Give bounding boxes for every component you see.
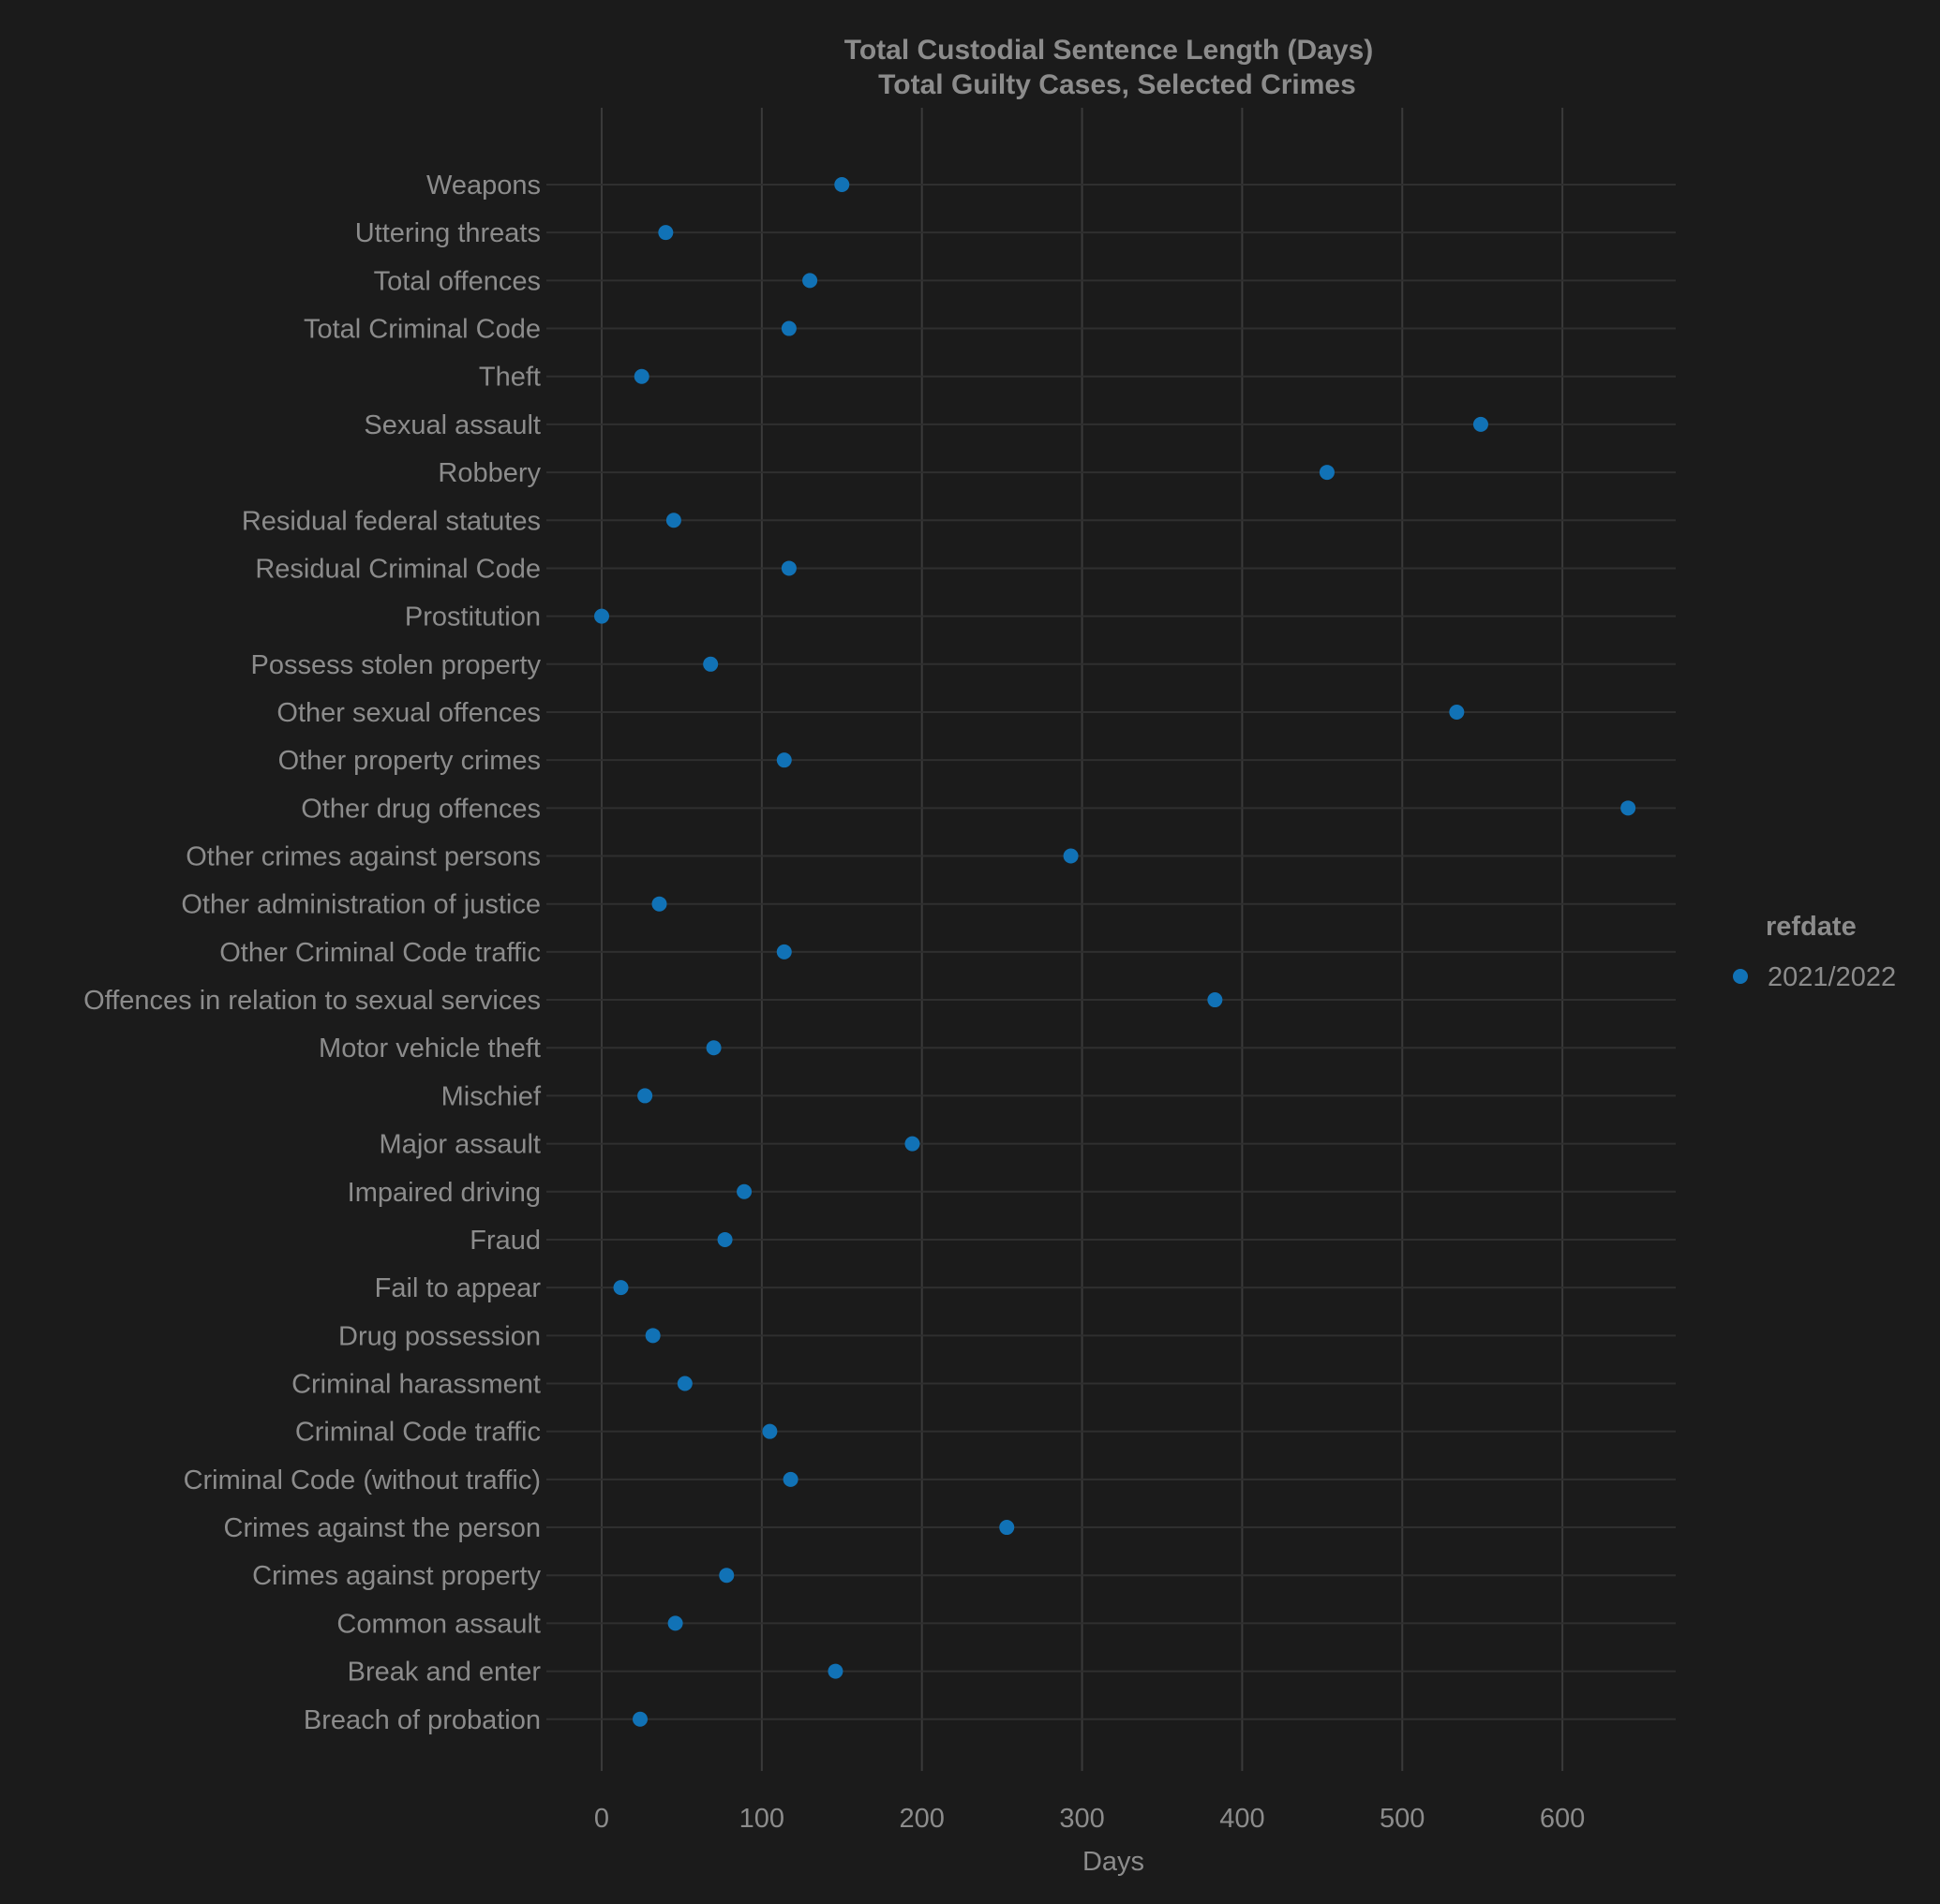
y-tick-label: Break and enter [348,1658,542,1688]
y-tick-label: Possess stolen property [251,650,542,680]
data-point [651,896,667,912]
x-tick-label: 600 [1540,1804,1585,1834]
data-point [762,1423,778,1439]
data-point [594,608,609,624]
data-point [834,177,850,192]
chart-subtitle: Total Guilty Cases, Selected Crimes [878,69,1356,100]
data-point [781,560,797,576]
y-tick-label: Motor vehicle theft [319,1034,541,1064]
x-tick-label: 0 [594,1804,609,1834]
y-tick-label: Fail to appear [375,1273,542,1303]
data-point [1449,704,1465,720]
y-axis-tick-labels: Weapons Uttering threats Total offences Tot… [83,171,542,1735]
data-point [904,1136,920,1152]
data-point [783,1471,798,1487]
data-point [828,1663,843,1679]
y-tick-label: Criminal Code (without traffic) [184,1465,541,1495]
y-tick-label: Total Criminal Code [304,315,541,345]
data-point [776,944,792,959]
data-points [594,177,1636,1727]
y-tick-label: Residual Criminal Code [255,554,541,584]
y-tick-label: Other Criminal Code traffic [219,938,541,968]
y-tick-label: Theft [479,363,541,393]
data-point [665,513,681,528]
data-point [719,1568,735,1584]
y-tick-label: Sexual assault [364,410,541,440]
data-point [1207,992,1223,1008]
y-tick-label: Breach of probation [304,1705,541,1735]
x-tick-label: 400 [1219,1804,1264,1834]
data-point [1319,465,1335,481]
data-point [633,1711,649,1727]
y-tick-label: Other property crimes [278,746,541,776]
y-tick-label: Mischief [441,1081,542,1111]
y-tick-label: Weapons [426,171,541,201]
data-point [637,1088,653,1104]
y-tick-label: Other administration of justice [181,890,541,920]
y-tick-label: Total offences [374,266,541,296]
data-point [1620,800,1636,816]
y-tick-label: Other crimes against persons [186,842,541,872]
y-tick-label: Criminal harassment [291,1370,541,1400]
y-tick-label: Crimes against property [252,1561,541,1591]
y-tick-label: Prostitution [405,602,541,632]
y-tick-label: Uttering threats [355,218,541,248]
x-tick-label: 200 [900,1804,945,1834]
data-point [613,1280,629,1296]
y-tick-label: Criminal Code traffic [295,1418,541,1448]
data-point [717,1231,733,1247]
x-axis-tick-labels: 0 100 200 300 400 500 600 [594,1804,1585,1834]
y-tick-label: Drug possession [338,1321,541,1351]
x-tick-label: 300 [1059,1804,1104,1834]
data-point [703,656,719,672]
y-tick-label: Major assault [380,1130,541,1160]
chart-title: Total Custodial Sentence Length (Days) [844,35,1374,66]
y-tick-label: Robbery [438,458,541,488]
y-tick-label: Common assault [336,1609,541,1639]
legend: refdate 2021/2022 [1733,912,1896,992]
data-point [658,225,674,241]
legend-title: refdate [1766,912,1857,942]
data-point [1063,848,1079,864]
x-tick-label: 500 [1380,1804,1425,1834]
y-tick-label: Offences in relation to sexual services [83,986,541,1016]
data-point [802,273,818,289]
data-point [634,368,649,384]
x-axis-title: Days [1082,1847,1144,1877]
data-point [645,1328,661,1344]
data-point [781,320,797,336]
y-tick-label: Fraud [470,1226,541,1256]
y-tick-label: Residual federal statutes [242,506,541,536]
grid [546,108,1676,1771]
x-tick-label: 100 [739,1804,784,1834]
data-point [776,752,792,768]
y-tick-label: Impaired driving [348,1178,541,1208]
data-point [706,1040,722,1056]
y-tick-label: Crimes against the person [224,1513,542,1543]
data-point [667,1615,683,1631]
legend-marker [1733,969,1748,984]
data-point [677,1376,693,1391]
y-tick-label: Other drug offences [301,794,541,824]
y-tick-label: Other sexual offences [276,698,541,728]
data-point [737,1183,753,1199]
data-point [999,1520,1015,1536]
legend-entry-label: 2021/2022 [1768,962,1896,992]
data-point [1472,416,1488,432]
